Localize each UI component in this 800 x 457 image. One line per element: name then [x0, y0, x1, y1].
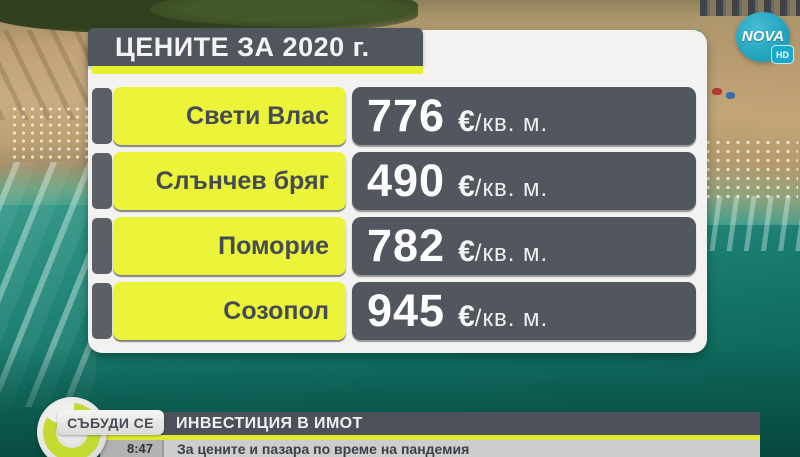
panel-title-bar: ЦЕНИТЕ ЗА 2020 г.: [88, 28, 423, 66]
panel-title: ЦЕНИТЕ ЗА 2020 г.: [115, 31, 370, 62]
location-label: Поморие: [113, 217, 346, 275]
clock-time: 8:47: [126, 441, 153, 456]
blue-umbrella: [726, 92, 735, 99]
row-tab: [92, 153, 112, 209]
ticker-subtitle: За цените и пазара по време на пандемия: [177, 440, 470, 457]
currency-symbol: €: [458, 105, 475, 138]
currency-symbol: €: [458, 235, 475, 268]
location-name: Созопол: [223, 296, 329, 325]
unit-suffix: /кв. м.: [474, 240, 549, 267]
beach-umbrellas-right: [703, 138, 798, 200]
ticker-bottom-bar: 8:47 За цените и пазара по време на панд…: [100, 440, 760, 457]
ticker-subtitle-bar: За цените и пазара по време на пандемия: [164, 440, 760, 457]
show-name-pill: СЪБУДИ СЕ: [57, 410, 164, 435]
ticker-yellow-stripe: [100, 435, 760, 440]
location-name: Свети Влас: [186, 101, 329, 130]
red-umbrella: [712, 88, 722, 95]
price-table-rows: Свети Влас 776 € /кв. м. Слънчев бряг 49…: [88, 87, 707, 347]
row-tab: [92, 218, 112, 274]
price-value-panel: 776 € /кв. м.: [352, 87, 696, 145]
price-value-panel: 945 € /кв. м.: [352, 282, 696, 340]
price-number: 945: [367, 285, 446, 336]
beach-sand-left: [0, 0, 96, 205]
price-number: 776: [367, 90, 446, 141]
location-label: Созопол: [113, 282, 346, 340]
sea-foam-right: [700, 196, 800, 251]
nova-channel-logo: NOVA HD: [736, 12, 794, 64]
price-row-sozopol: Созопол 945 € /кв. м.: [88, 282, 707, 340]
price-row-slanchev-bryag: Слънчев бряг 490 € /кв. м.: [88, 152, 707, 210]
hd-badge: HD: [771, 45, 794, 64]
beach-umbrellas-left: [10, 105, 90, 163]
ticker-topic: ИНВЕСТИЦИЯ В ИМОТ: [176, 414, 363, 432]
price-value-panel: 490 € /кв. м.: [352, 152, 696, 210]
location-label: Слънчев бряг: [113, 152, 346, 210]
price-number: 782: [367, 220, 446, 271]
row-tab: [92, 88, 112, 144]
parked-cars: [700, 0, 800, 16]
unit-suffix: /кв. м.: [474, 110, 549, 137]
price-row-pomorie: Поморие 782 € /кв. м.: [88, 217, 707, 275]
clock: 8:47: [100, 440, 164, 457]
nova-logo-text: NOVA: [741, 27, 785, 45]
row-tab: [92, 283, 112, 339]
location-name: Поморие: [218, 231, 329, 260]
title-underline: [92, 66, 423, 74]
unit-suffix: /кв. м.: [474, 305, 549, 332]
show-name: СЪБУДИ СЕ: [67, 414, 154, 431]
currency-symbol: €: [458, 170, 475, 203]
price-value-panel: 782 € /кв. м.: [352, 217, 696, 275]
unit-suffix: /кв. м.: [474, 175, 549, 202]
price-number: 490: [367, 155, 446, 206]
location-name: Слънчев бряг: [155, 166, 329, 195]
ticker-topic-bar: ИНВЕСТИЦИЯ В ИМОТ: [160, 412, 760, 435]
trees-2: [150, 0, 410, 26]
location-label: Свети Влас: [113, 87, 346, 145]
price-row-sveti-vlas: Свети Влас 776 € /кв. м.: [88, 87, 707, 145]
currency-symbol: €: [458, 300, 475, 333]
